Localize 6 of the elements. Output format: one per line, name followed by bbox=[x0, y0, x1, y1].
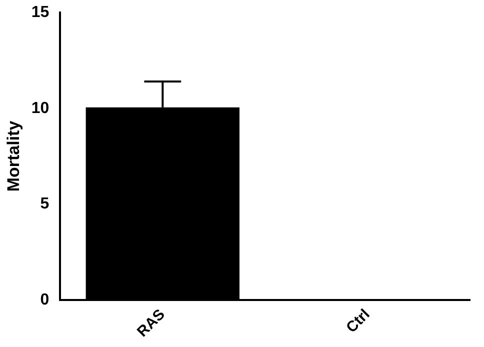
y-tick-label: 0 bbox=[40, 291, 50, 308]
y-axis-title: Mortality bbox=[4, 120, 23, 192]
y-tick-label: 15 bbox=[31, 4, 50, 22]
x-tick-label: Ctrl bbox=[343, 306, 374, 336]
y-tick-label: 10 bbox=[31, 100, 50, 117]
y-tick-label: 5 bbox=[40, 196, 50, 213]
